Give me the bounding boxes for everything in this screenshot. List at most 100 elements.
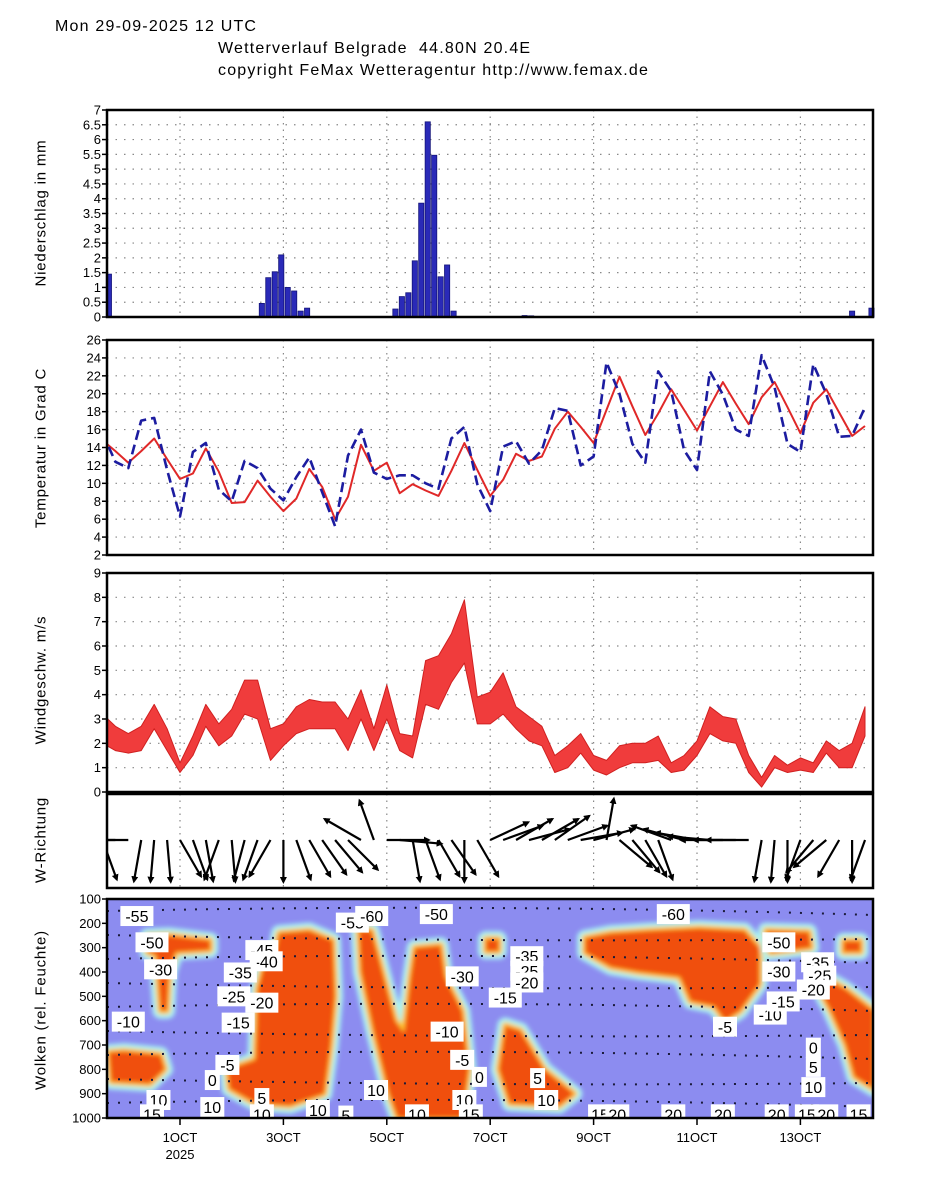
contour-label: -20	[250, 996, 273, 1013]
contour-label-bg	[338, 1105, 354, 1118]
wind-arrow	[334, 839, 364, 874]
contour-label: 20	[768, 1107, 786, 1124]
contour-label-bg	[221, 1012, 255, 1033]
contour-label-bg	[846, 1104, 871, 1118]
temperature-frame	[105, 338, 875, 557]
contour-label: -35	[229, 965, 252, 982]
wind-speed-band	[107, 599, 866, 788]
wind-arrow	[541, 817, 581, 841]
wind-arrow	[179, 839, 203, 879]
contour-label-bg	[135, 932, 169, 953]
wind-arrow	[295, 839, 313, 882]
wind-arrow	[347, 839, 380, 872]
y-tick-label: 24	[87, 350, 101, 365]
y-tick-label: 1000	[72, 1111, 101, 1126]
contour-label-bg	[805, 1056, 821, 1077]
contour-label-bg	[814, 1104, 839, 1118]
contour-label: 10	[537, 1093, 555, 1110]
wind-speed-panel: 0 1 2 3 4 5 6 7 8 9	[94, 566, 873, 800]
precipitation-frame	[105, 108, 875, 319]
contour-label-bg	[254, 1088, 270, 1109]
y-tick-label: 16	[87, 422, 101, 437]
contour-label-bg	[204, 1070, 220, 1091]
contour-label-bg	[605, 1104, 630, 1118]
contour-label: 0	[809, 1041, 818, 1058]
y-tick-label: 5	[94, 663, 101, 678]
contour-label-bg	[661, 1104, 686, 1118]
precip-bar	[431, 154, 438, 318]
contour-label-bg	[805, 1037, 821, 1058]
cloud-core	[498, 1025, 575, 1106]
temperature-axis-label: Temperatur in Grad C	[32, 367, 50, 529]
contour-label: 5	[257, 1091, 266, 1108]
contour-label-bg	[305, 1099, 330, 1118]
contour-label: -10	[436, 1025, 459, 1042]
wind-arrow	[399, 838, 444, 847]
wind-arrow	[657, 839, 675, 882]
y-tick-label: 10	[87, 476, 101, 491]
contour-label: -5	[220, 1058, 234, 1075]
contour-label-bg	[530, 1068, 546, 1089]
contour-label-bg	[111, 1011, 145, 1032]
y-tick-label: 2.5	[83, 236, 101, 251]
cloud-core	[817, 976, 873, 1089]
y-tick-label: 3.5	[83, 206, 101, 221]
contour-label-bg	[249, 1104, 274, 1118]
cloud-core	[485, 939, 499, 952]
contour-label: -10	[117, 1015, 140, 1032]
y-tick-label: 8	[94, 590, 101, 605]
y-tick-label: 7	[94, 103, 101, 118]
y-tick-label: 20	[87, 386, 101, 401]
contour-label-bg	[510, 972, 544, 993]
contour-label: -5	[455, 1053, 469, 1070]
x-tick-label: 11OCT	[677, 1130, 718, 1145]
precip-axis-label: Niederschlag in mm	[32, 139, 50, 287]
y-tick-label: 300	[79, 940, 101, 955]
precip-bar	[418, 202, 425, 318]
contour-label: 20	[817, 1107, 835, 1124]
y-tick-label: 5.5	[83, 147, 101, 162]
wind-arrow	[322, 818, 362, 841]
contour-label: -30	[149, 962, 172, 979]
contour-label-bg	[120, 906, 154, 927]
contour-label: 5	[809, 1060, 818, 1077]
y-tick-label: 1.5	[83, 265, 101, 280]
y-tick-label: 0	[94, 785, 101, 800]
y-tick-label: 6.5	[83, 117, 101, 132]
contour-label-bg	[445, 966, 479, 987]
y-tick-label: 12	[87, 458, 101, 473]
contour-label-bg	[534, 1089, 559, 1110]
x-tick-label: 7OCT	[473, 1130, 508, 1145]
y-tick-label: 26	[87, 333, 101, 348]
wind-arrow	[631, 839, 661, 874]
wind-arrow	[107, 849, 119, 882]
y-tick-label: 700	[79, 1038, 101, 1053]
y-tick-label: 4.5	[83, 176, 101, 191]
wind-direction-frame	[105, 792, 875, 890]
wind-arrow	[248, 839, 272, 879]
wind-arrow	[202, 839, 220, 882]
wind-arrow	[515, 818, 555, 841]
y-tick-label: 400	[79, 965, 101, 980]
precip-bar	[284, 287, 291, 318]
y-tick-label: 1	[94, 760, 101, 775]
precip-bar	[258, 302, 265, 318]
precip-bar	[424, 121, 431, 318]
y-tick-label: 5	[94, 162, 101, 177]
wind-arrow	[792, 839, 827, 869]
y-tick-label: 0	[94, 310, 101, 325]
contour-label: -30	[451, 969, 474, 986]
contour-label: -20	[802, 983, 825, 1000]
contour-label-bg	[656, 904, 690, 925]
y-tick-label: 100	[79, 892, 101, 907]
wind-arrow	[644, 839, 668, 879]
contour-label-bg	[450, 1049, 475, 1070]
precip-bar	[271, 271, 278, 318]
wind-arrow	[767, 839, 776, 884]
precip-bar	[398, 296, 405, 318]
wind-arrow	[231, 839, 246, 883]
contour-label-bg	[766, 991, 800, 1012]
y-tick-label: 4	[94, 191, 101, 206]
precip-bar	[278, 254, 285, 318]
